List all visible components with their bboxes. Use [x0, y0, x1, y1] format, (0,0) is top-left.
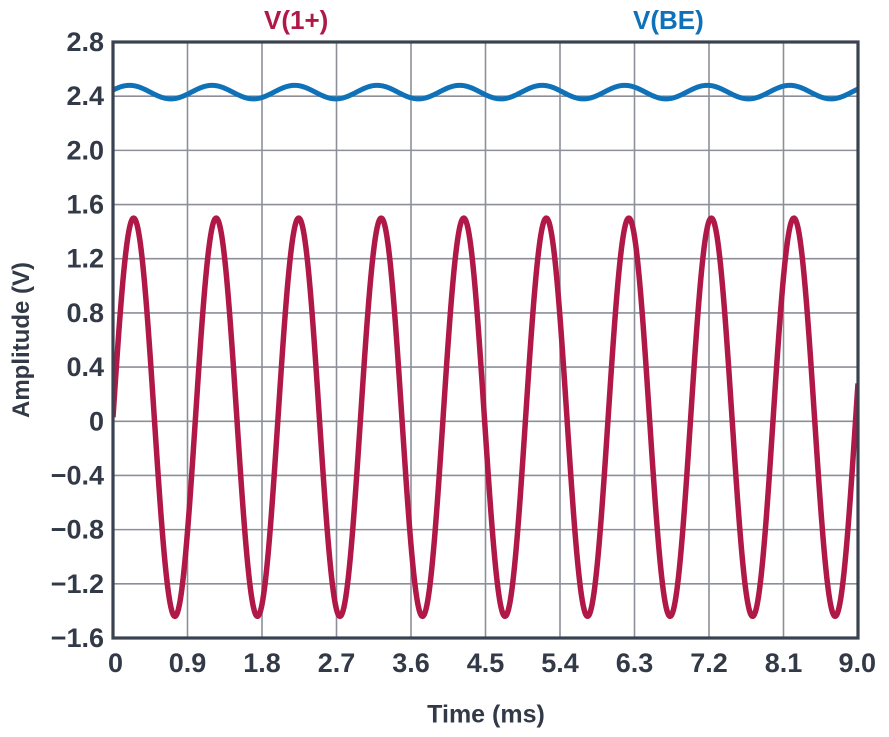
x-tick-label: 6.3 [616, 648, 654, 678]
y-tick-label: 1.2 [66, 244, 104, 274]
y-tick-label: 0 [89, 406, 104, 436]
y-tick-label: 1.6 [66, 190, 104, 220]
series-vbe [113, 82, 858, 102]
legend-label-vbe: V(BE) [633, 5, 704, 35]
x-tick-label: 8.1 [765, 648, 803, 678]
x-tick-label: 4.5 [467, 648, 505, 678]
y-tick-label: −0.4 [51, 460, 104, 490]
y-tick-label: −0.8 [51, 515, 104, 545]
x-tick-label: 1.8 [243, 648, 281, 678]
x-tick-label: 3.6 [392, 648, 430, 678]
x-tick-label: 5.4 [541, 648, 579, 678]
x-tick-label: 0.9 [169, 648, 207, 678]
y-tick-label: 2.4 [66, 81, 104, 111]
y-tick-label: −1.6 [51, 623, 104, 653]
x-tick-label: 7.2 [690, 648, 728, 678]
x-tick-label: 0 [108, 648, 123, 678]
plot-frame [111, 40, 860, 640]
y-tick-label: 2.8 [66, 27, 104, 57]
x-tick-label: 9.0 [838, 648, 876, 678]
y-tick-label: 0.8 [66, 298, 104, 328]
x-tick-label: 2.7 [318, 648, 356, 678]
y-tick-label: 2.0 [66, 135, 104, 165]
y-tick-label: 0.4 [66, 352, 104, 382]
series-v1 [113, 215, 858, 620]
x-axis-title: Time (ms) [427, 700, 545, 729]
y-tick-label: −1.2 [51, 569, 104, 599]
legend-label-v1plus: V(1+) [264, 5, 329, 35]
